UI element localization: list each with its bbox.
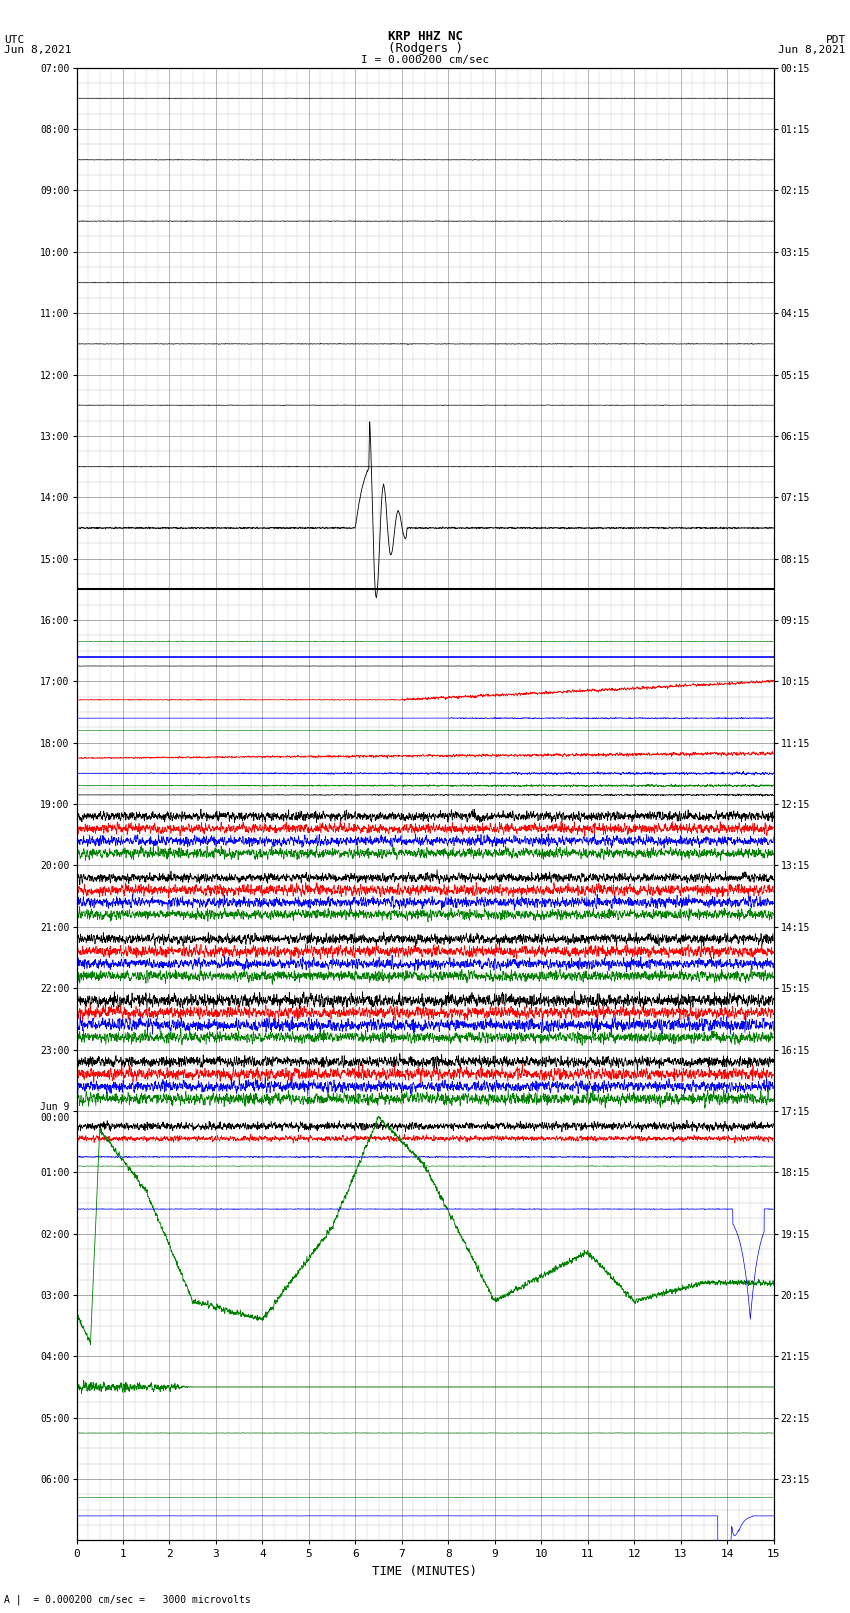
Text: Jun 8,2021: Jun 8,2021 (4, 45, 71, 55)
Text: I = 0.000200 cm/sec: I = 0.000200 cm/sec (361, 55, 489, 65)
Text: PDT: PDT (825, 35, 846, 45)
Text: UTC: UTC (4, 35, 25, 45)
X-axis label: TIME (MINUTES): TIME (MINUTES) (372, 1565, 478, 1578)
Text: KRP HHZ NC: KRP HHZ NC (388, 29, 462, 44)
Text: (Rodgers ): (Rodgers ) (388, 42, 462, 55)
Text: Jun 8,2021: Jun 8,2021 (779, 45, 846, 55)
Text: A |  = 0.000200 cm/sec =   3000 microvolts: A | = 0.000200 cm/sec = 3000 microvolts (4, 1594, 251, 1605)
